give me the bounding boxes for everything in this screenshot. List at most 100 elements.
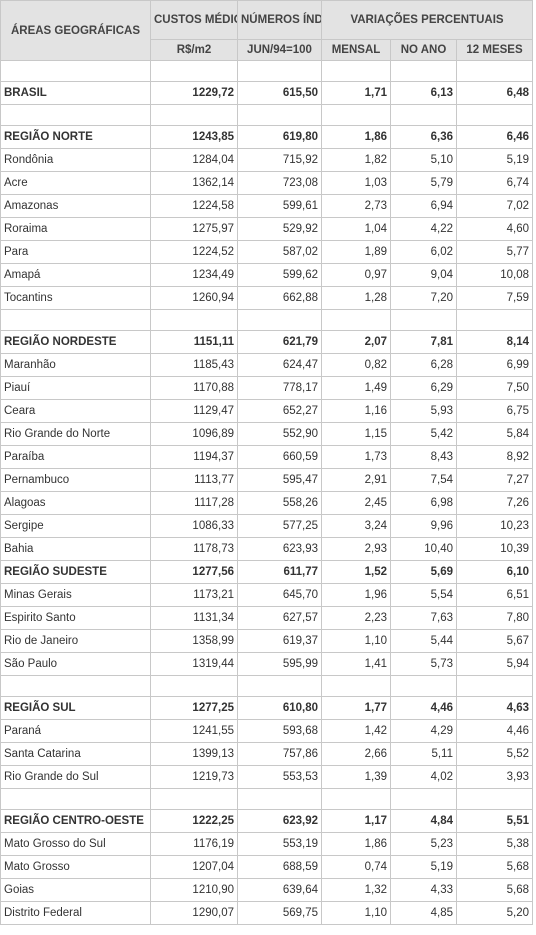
custo-medio-cell: 1277,25 [150,696,238,720]
no-ano-cell: 4,33 [390,878,457,902]
mensal-cell: 1,77 [321,696,391,720]
12-meses-cell: 6,46 [455,125,534,149]
numero-indice-cell: 662,88 [237,286,322,310]
table-row: Para 1224,52 587,02 1,89 6,02 5,77 [0,240,534,264]
state-name: Bahia [0,537,151,561]
12-meses-cell: 7,59 [455,286,534,310]
12-meses-cell: 5,52 [455,742,534,766]
numero-indice-cell: 610,80 [237,696,322,720]
custo-medio-cell: 1229,72 [150,81,238,105]
mensal-cell: 1,17 [321,809,391,833]
table-row: Rio Grande do Sul 1219,73 553,53 1,39 4,02 3,… [0,765,534,789]
region-name: REGIÃO CENTRO-OESTE [0,809,151,833]
mensal-cell: 2,73 [321,194,391,218]
empty-cell [321,309,391,331]
12-meses-cell: 6,51 [455,583,534,607]
table-row: Maranhão 1185,43 624,47 0,82 6,28 6,99 [0,353,534,377]
state-name: Rondônia [0,148,151,172]
subheader-no-ano: NO ANO [390,39,457,61]
empty-cell [0,60,151,82]
mensal-cell: 3,24 [321,514,391,538]
numero-indice-cell: 723,08 [237,171,322,195]
state-name: Rio Grande do Sul [0,765,151,789]
custo-medio-cell: 1358,99 [150,629,238,653]
mensal-cell: 1,41 [321,652,391,676]
no-ano-cell: 5,11 [390,742,457,766]
no-ano-cell: 6,36 [390,125,457,149]
table-row: Pernambuco 1113,77 595,47 2,91 7,54 7,27 [0,468,534,492]
region-row: REGIÃO SUL 1277,25 610,80 1,77 4,46 4,63 [0,696,534,720]
table-row: Alagoas 1117,28 558,26 2,45 6,98 7,26 [0,491,534,515]
region-name: BRASIL [0,81,151,105]
custo-medio-cell: 1178,73 [150,537,238,561]
numero-indice-cell: 595,47 [237,468,322,492]
region-row: REGIÃO NORTE 1243,85 619,80 1,86 6,36 6,46 [0,125,534,149]
custo-medio-cell: 1319,44 [150,652,238,676]
empty-cell [390,309,457,331]
state-name: Rio de Janeiro [0,629,151,653]
empty-cell [455,104,534,126]
custo-medio-cell: 1086,33 [150,514,238,538]
12-meses-cell: 5,20 [455,901,534,925]
table-row: São Paulo 1319,44 595,99 1,41 5,73 5,94 [0,652,534,676]
mensal-cell: 1,96 [321,583,391,607]
custo-medio-cell: 1170,88 [150,376,238,400]
custo-medio-cell: 1275,97 [150,217,238,241]
numero-indice-cell: 645,70 [237,583,322,607]
empty-cell [237,60,322,82]
12-meses-cell: 5,68 [455,855,534,879]
numero-indice-cell: 778,17 [237,376,322,400]
empty-cell [237,309,322,331]
custo-medio-cell: 1260,94 [150,286,238,310]
no-ano-cell: 5,79 [390,171,457,195]
no-ano-cell: 10,40 [390,537,457,561]
header-custos-medios: CUSTOS MÉDIOS [150,0,238,40]
12-meses-cell: 10,08 [455,263,534,287]
state-name: Tocantins [0,286,151,310]
empty-cell [150,788,238,810]
mensal-cell: 1,82 [321,148,391,172]
mensal-cell: 2,23 [321,606,391,630]
mensal-cell: 2,93 [321,537,391,561]
empty-cell [390,104,457,126]
custo-medio-cell: 1117,28 [150,491,238,515]
state-name: Para [0,240,151,264]
numero-indice-cell: 627,57 [237,606,322,630]
state-name: Amapá [0,263,151,287]
no-ano-cell: 5,73 [390,652,457,676]
mensal-cell: 2,66 [321,742,391,766]
empty-cell [150,675,238,697]
table-row: Acre 1362,14 723,08 1,03 5,79 6,74 [0,171,534,195]
state-name: Espirito Santo [0,606,151,630]
state-name: Mato Grosso [0,855,151,879]
numero-indice-cell: 595,99 [237,652,322,676]
no-ano-cell: 5,42 [390,422,457,446]
no-ano-cell: 6,98 [390,491,457,515]
12-meses-cell: 6,75 [455,399,534,423]
no-ano-cell: 6,02 [390,240,457,264]
state-name: Roraima [0,217,151,241]
no-ano-cell: 4,84 [390,809,457,833]
no-ano-cell: 4,29 [390,719,457,743]
no-ano-cell: 9,04 [390,263,457,287]
mensal-cell: 0,82 [321,353,391,377]
empty-cell [237,104,322,126]
numero-indice-cell: 611,77 [237,560,322,584]
no-ano-cell: 5,10 [390,148,457,172]
empty-cell [321,104,391,126]
table-row: Santa Catarina 1399,13 757,86 2,66 5,11 5,52 [0,742,534,766]
table-row: Sergipe 1086,33 577,25 3,24 9,96 10,23 [0,514,534,538]
empty-cell [455,675,534,697]
no-ano-cell: 5,93 [390,399,457,423]
12-meses-cell: 8,92 [455,445,534,469]
empty-cell [321,788,391,810]
mensal-cell: 1,86 [321,125,391,149]
numero-indice-cell: 553,19 [237,832,322,856]
custo-medio-cell: 1173,21 [150,583,238,607]
custo-medio-cell: 1277,56 [150,560,238,584]
table-row: Paraná 1241,55 593,68 1,42 4,29 4,46 [0,719,534,743]
spacer-row [0,60,534,82]
no-ano-cell: 4,22 [390,217,457,241]
12-meses-cell: 6,48 [455,81,534,105]
mensal-cell: 1,42 [321,719,391,743]
